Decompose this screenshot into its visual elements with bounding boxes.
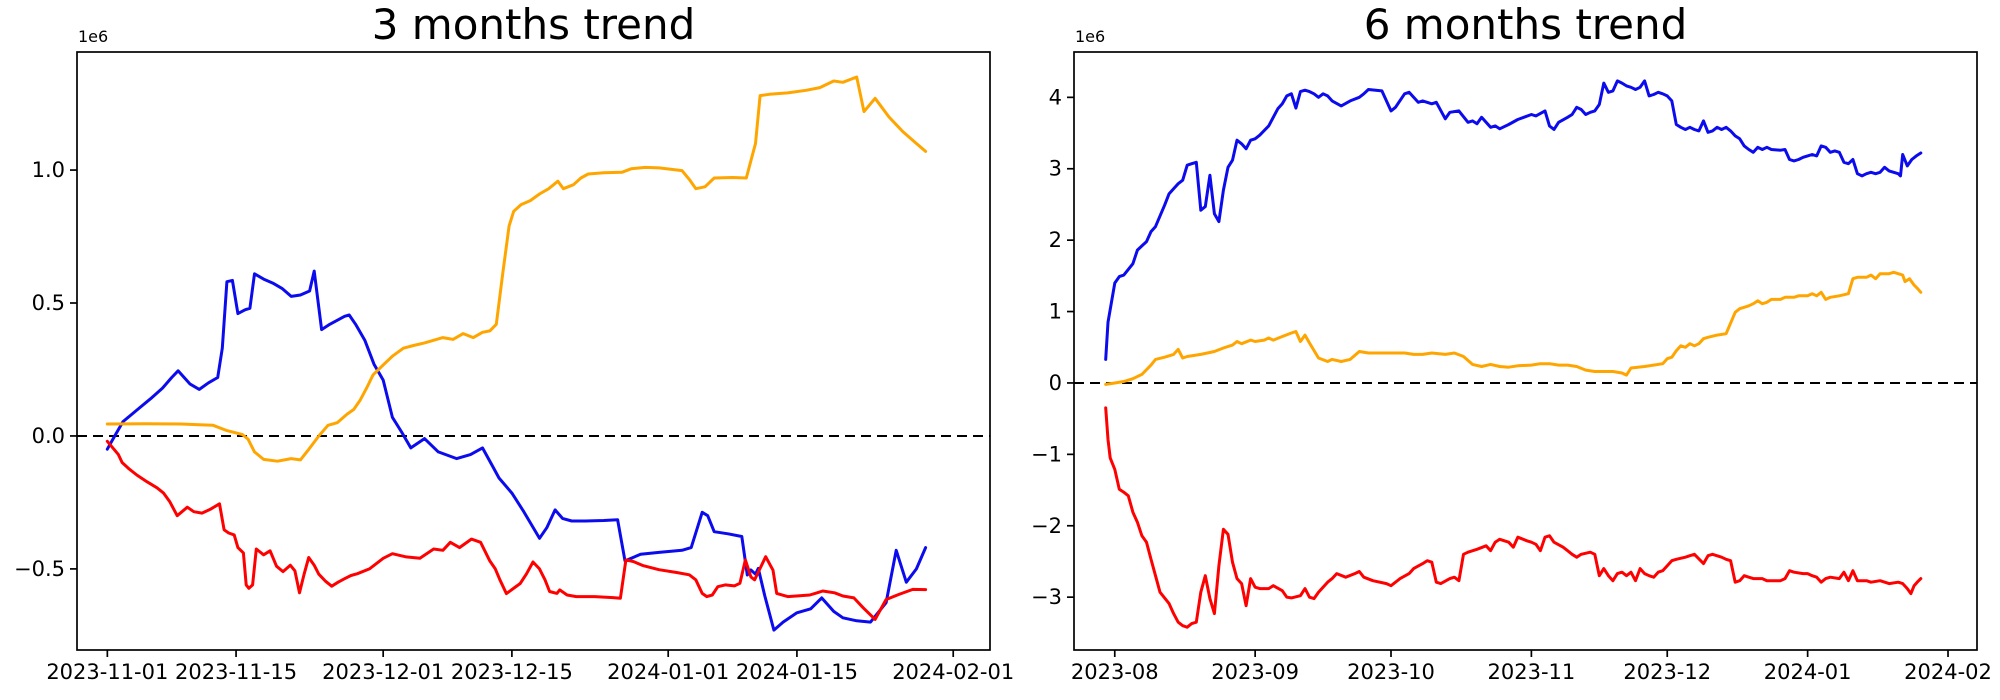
- y-tick-label: 2: [1049, 228, 1062, 252]
- x-tick-label: 2023-10: [1347, 660, 1435, 684]
- x-tick-label: 2023-11-01: [46, 660, 168, 684]
- x-tick-label: 2023-11: [1488, 660, 1576, 684]
- x-tick-label: 2023-12-15: [451, 660, 573, 684]
- series-line-blue: [1104, 79, 1923, 361]
- x-tick-label: 2023-09: [1211, 660, 1299, 684]
- y-tick-label: 0.5: [32, 291, 65, 315]
- x-tick-label: 2024-01-15: [736, 660, 858, 684]
- series-line-orange: [1104, 270, 1923, 386]
- x-tick-label: 2024-02-01: [892, 660, 1014, 684]
- series-line-red: [1104, 406, 1923, 629]
- series-line-blue: [105, 269, 928, 632]
- y-tick-label: −1: [1031, 442, 1062, 466]
- y-tick-label: −3: [1031, 585, 1062, 609]
- axes-border: [1073, 51, 1978, 651]
- y-tick-label: 1: [1049, 300, 1062, 324]
- y-tick-label: 3: [1049, 157, 1062, 181]
- chart-title-6-months: 6 months trend: [1363, 0, 1688, 49]
- x-tick-label: 2023-12: [1623, 660, 1711, 684]
- y-tick-label: 1.0: [32, 158, 65, 182]
- chart-title-3-months: 3 months trend: [371, 0, 696, 49]
- y-tick-label: −2: [1031, 514, 1062, 538]
- y-tick-label: 4: [1049, 85, 1062, 109]
- axes-border: [76, 51, 991, 651]
- y-axis-offset-label-right: 1e6: [1075, 27, 1106, 46]
- x-tick-label: 2023-08: [1071, 660, 1159, 684]
- x-tick-label: 2024-02: [1904, 660, 1992, 684]
- x-tick-label: 2024-01: [1764, 660, 1852, 684]
- y-tick-label: 0.0: [32, 424, 65, 448]
- y-tick-label: 0: [1049, 371, 1062, 395]
- x-tick-label: 2023-11-15: [175, 660, 297, 684]
- x-tick-label: 2023-12-01: [322, 660, 444, 684]
- y-axis-offset-label-left: 1e6: [78, 27, 109, 46]
- x-tick-label: 2024-01-01: [607, 660, 729, 684]
- series-line-red: [105, 439, 928, 621]
- y-tick-label: −0.5: [14, 557, 65, 581]
- series-line-orange: [105, 75, 928, 463]
